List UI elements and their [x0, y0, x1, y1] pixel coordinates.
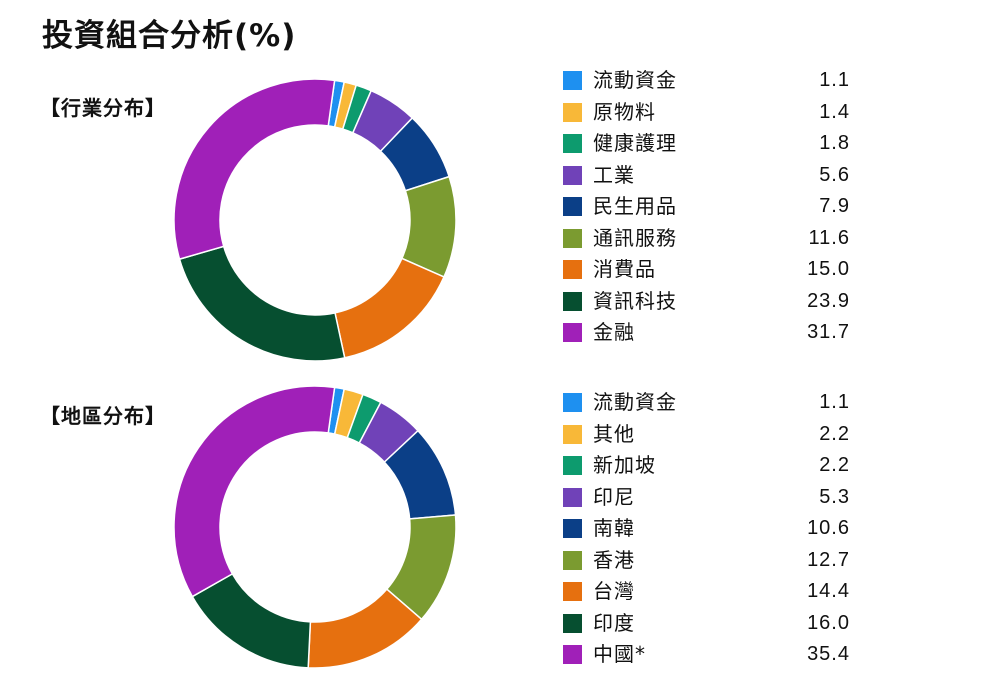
- legend-label: 印度: [593, 610, 635, 635]
- legend-swatch: [563, 582, 582, 601]
- legend-label: 消費品: [593, 257, 656, 281]
- legend-swatch: [563, 456, 582, 475]
- industry-heading: 【行業分布】: [40, 96, 166, 120]
- industry-slice-7: [334, 257, 445, 359]
- legend-swatch: [563, 550, 582, 570]
- legend-value: 14.4: [807, 580, 850, 602]
- legend-swatch: [563, 165, 582, 185]
- legend-label: 中國*: [593, 642, 646, 666]
- region-slice-8: [191, 572, 312, 669]
- legend-swatch: [563, 424, 582, 444]
- region-legend-item: 中國* 35.4: [563, 641, 863, 673]
- region-legend-item: 台灣 14.4: [563, 578, 863, 610]
- legend-value: 31.7: [807, 321, 850, 343]
- legend-swatch: [563, 228, 582, 248]
- industry-legend-item: 消費品 15.0: [563, 256, 863, 288]
- region-legend-item: 印度 16.0: [563, 610, 863, 642]
- legend-value: 16.0: [807, 611, 850, 634]
- legend-swatch: [563, 102, 582, 122]
- legend-label: 工業: [593, 162, 635, 187]
- legend-label: 印尼: [593, 484, 635, 509]
- legend-swatch: [563, 519, 582, 538]
- industry-legend-item: 資訊科技 23.9: [563, 288, 863, 320]
- legend-value: 2.2: [819, 422, 850, 445]
- legend-swatch: [563, 613, 582, 633]
- legend-value: 5.6: [819, 163, 850, 186]
- legend-value: 10.6: [807, 517, 850, 539]
- region-legend-item: 流動資金 1.1: [563, 389, 863, 421]
- legend-label: 流動資金: [593, 390, 677, 414]
- region-heading: 【地區分布】: [40, 404, 166, 428]
- region-legend-item: 南韓 10.6: [563, 515, 863, 547]
- legend-label: 新加坡: [593, 453, 656, 477]
- legend-swatch: [563, 323, 582, 342]
- industry-slice-8: [178, 245, 346, 362]
- region-legend-item: 印尼 5.3: [563, 484, 863, 516]
- industry-legend-item: 民生用品 7.9: [563, 193, 863, 225]
- industry-legend: 流動資金 1.1 原物料 1.4 健康護理 1.8 工業 5.6 民生用品 7.9 通訊服務 11.6…: [563, 67, 863, 351]
- region-legend: 流動資金 1.1 其他 2.2 新加坡 2.2 印尼 5.3 南韓 10.6 香港 12.7 台灣 14.…: [563, 389, 863, 673]
- legend-label: 台灣: [593, 579, 635, 603]
- legend-value: 35.4: [807, 643, 850, 665]
- legend-value: 11.6: [808, 226, 850, 249]
- legend-label: 資訊科技: [593, 288, 677, 313]
- legend-value: 1.1: [819, 391, 850, 413]
- legend-value: 15.0: [807, 258, 850, 280]
- legend-label: 流動資金: [593, 68, 677, 92]
- legend-label: 其他: [593, 421, 635, 446]
- legend-label: 健康護理: [593, 131, 677, 155]
- region-slice-9: [173, 385, 336, 598]
- industry-legend-item: 工業 5.6: [563, 162, 863, 194]
- page-title: 投資組合分析(%): [42, 18, 297, 54]
- legend-label: 民生用品: [593, 194, 677, 218]
- industry-slice-9: [173, 78, 336, 261]
- legend-swatch: [563, 393, 582, 412]
- industry-legend-item: 流動資金 1.1: [563, 67, 863, 99]
- legend-value: 7.9: [819, 195, 850, 217]
- legend-value: 23.9: [807, 289, 850, 312]
- industry-donut-chart: [173, 78, 457, 362]
- industry-legend-item: 原物料 1.4: [563, 99, 863, 131]
- region-legend-item: 新加坡 2.2: [563, 452, 863, 484]
- industry-legend-item: 健康護理 1.8: [563, 130, 863, 162]
- legend-value: 1.8: [819, 132, 850, 154]
- region-legend-item: 其他 2.2: [563, 421, 863, 453]
- legend-swatch: [563, 487, 582, 507]
- legend-value: 1.1: [819, 69, 850, 91]
- legend-label: 南韓: [593, 516, 635, 540]
- legend-swatch: [563, 71, 582, 90]
- legend-value: 1.4: [819, 100, 850, 123]
- region-legend-item: 香港 12.7: [563, 547, 863, 579]
- legend-label: 香港: [593, 547, 635, 572]
- legend-swatch: [563, 134, 582, 153]
- legend-swatch: [563, 260, 582, 279]
- industry-legend-item: 通訊服務 11.6: [563, 225, 863, 257]
- legend-swatch: [563, 291, 582, 311]
- legend-value: 12.7: [807, 548, 850, 571]
- legend-label: 通訊服務: [593, 225, 677, 250]
- legend-label: 原物料: [593, 99, 656, 124]
- industry-legend-item: 金融 31.7: [563, 319, 863, 351]
- legend-swatch: [563, 645, 582, 664]
- legend-swatch: [563, 197, 582, 216]
- region-donut-chart: [173, 385, 457, 669]
- legend-label: 金融: [593, 320, 635, 344]
- legend-value: 2.2: [819, 454, 850, 476]
- legend-value: 5.3: [819, 485, 850, 508]
